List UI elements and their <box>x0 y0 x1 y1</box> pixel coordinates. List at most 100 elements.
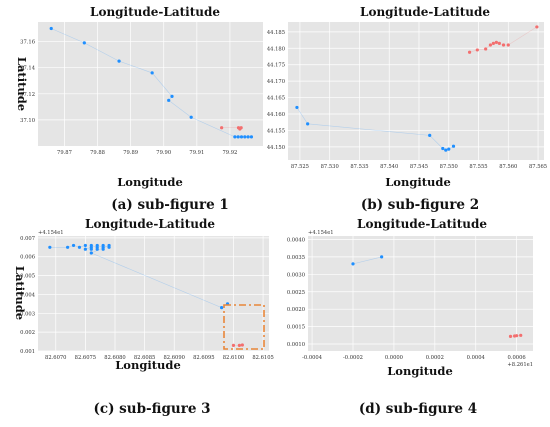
data-points <box>295 25 539 152</box>
caption: (d) sub-figure 4 <box>359 401 477 417</box>
y-tick-label: 37.12 <box>20 92 35 98</box>
x-tick-label: 79.88 <box>90 150 105 156</box>
chart-title: Longitude-Latitude <box>90 5 220 19</box>
data-point <box>170 94 174 98</box>
gridlines <box>38 236 269 352</box>
x-tick-label: 82.6070 <box>45 355 66 361</box>
x-tick-label: 87.530 <box>321 164 339 170</box>
data-points <box>49 26 254 139</box>
data-point <box>83 247 87 251</box>
subfigure-2: Longitude-Latitude 87.525 87.530 87.535 87.… <box>267 5 547 213</box>
data-point <box>491 41 495 45</box>
x-tick-label: 87.540 <box>380 164 398 170</box>
x-tick-label: 82.6105 <box>252 355 273 361</box>
y-tick-label: 37.10 <box>20 118 35 124</box>
y-offset-label: +4.154e1 <box>38 230 64 236</box>
subfigure-3: Longitude-Latitude +4.154e1 82.6070 82.60… <box>13 217 274 417</box>
data-point <box>295 105 299 110</box>
data-point <box>488 43 493 47</box>
data-point <box>189 115 193 119</box>
plot-area <box>38 22 263 146</box>
y-tick-labels: 37.10 37.12 37.14 37.16 <box>20 40 36 124</box>
x-axis-label: Longitude <box>385 175 451 189</box>
x-tick-label: 82.6075 <box>75 355 96 361</box>
data-point <box>441 146 445 151</box>
y-tick-label: 0.0025 <box>287 290 305 296</box>
data-point <box>239 126 243 130</box>
x-tick-label: 79.91 <box>189 150 204 156</box>
x-tick-label: 87.525 <box>291 164 309 170</box>
data-point <box>89 243 93 248</box>
x-tick-label: 82.6095 <box>193 355 214 361</box>
y-tick-label: 44.185 <box>267 30 285 36</box>
x-tick-label: -0.0004 <box>302 355 323 361</box>
data-point <box>89 247 93 251</box>
y-tick-label: 0.004 <box>20 292 36 298</box>
y-tick-label: 44.175 <box>267 63 285 69</box>
data-point <box>237 343 241 347</box>
data-point <box>231 343 236 347</box>
data-point <box>107 243 111 248</box>
y-tick-label: 0.0035 <box>287 255 305 261</box>
y-tick-label: 0.001 <box>20 349 35 355</box>
chart-title: Longitude-Latitude <box>357 217 487 231</box>
x-tick-label: 0.0006 <box>508 355 526 361</box>
y-tick-label: 0.006 <box>20 255 35 261</box>
data-point <box>467 50 472 54</box>
data-point <box>89 251 93 255</box>
subfigure-4: Longitude-Latitude +4.154e1 -0.0004 -0.00… <box>287 217 533 417</box>
data-point <box>95 243 99 248</box>
data-point <box>66 245 70 249</box>
plot-area <box>288 22 544 160</box>
y-tick-labels: 44.150 44.155 44.160 44.165 44.170 44.175 44.1… <box>267 30 285 151</box>
data-point <box>233 135 237 139</box>
data-point <box>150 71 154 75</box>
x-tick-labels: 79.87 79.88 79.89 79.90 79.91 79.92 <box>57 150 237 156</box>
data-point <box>246 135 250 139</box>
subfigure-1: Longitude-Latitude 79.87 79.88 79.89 79.90 7… <box>15 5 263 213</box>
x-tick-label: 82.6085 <box>134 355 155 361</box>
data-point <box>101 247 105 251</box>
data-point <box>497 41 501 45</box>
y-tick-label: 37.14 <box>20 66 36 72</box>
y-tick-label: 0.0020 <box>287 307 305 313</box>
x-tick-label: 87.535 <box>350 164 368 170</box>
data-point <box>71 243 76 248</box>
data-point <box>117 59 121 63</box>
x-tick-label: 82.6090 <box>164 355 185 361</box>
data-point <box>351 262 355 266</box>
y-tick-label: 0.003 <box>20 311 35 317</box>
data-point <box>220 126 224 130</box>
y-tick-label: 0.007 <box>20 236 35 242</box>
y-tick-label: 0.0040 <box>287 237 305 243</box>
data-point <box>220 306 224 310</box>
data-point <box>428 133 432 137</box>
data-point <box>506 43 510 47</box>
x-tick-label: 0.0004 <box>467 355 486 361</box>
data-point <box>494 40 498 44</box>
y-offset-label: +4.154e1 <box>308 230 334 236</box>
data-point <box>243 135 247 139</box>
plot-area <box>308 236 533 351</box>
data-points <box>351 255 523 338</box>
data-point <box>101 243 105 248</box>
x-tick-labels: 87.525 87.530 87.535 87.540 87.545 87.550 87.5… <box>291 164 547 170</box>
data-point <box>535 25 539 29</box>
gridlines <box>288 22 544 160</box>
y-tick-labels: 0.0010 0.0015 0.0020 0.0025 0.0030 0.0035 0.00… <box>287 237 305 348</box>
caption: (c) sub-figure 3 <box>93 401 210 417</box>
x-axis-label: Longitude <box>387 364 453 378</box>
data-point <box>484 47 488 51</box>
data-point <box>249 135 254 139</box>
plot-area <box>38 236 269 351</box>
gridlines <box>38 22 263 146</box>
y-tick-label: 37.16 <box>20 40 35 46</box>
x-tick-label: 87.545 <box>410 164 428 170</box>
x-tick-label: 87.555 <box>469 164 487 170</box>
highlight-box <box>223 304 265 350</box>
y-tick-label: 0.0015 <box>287 325 305 331</box>
data-point <box>447 147 451 151</box>
gridlines <box>308 236 533 351</box>
x-tick-label: 82.6100 <box>223 355 244 361</box>
y-tick-label: 0.002 <box>20 330 35 336</box>
